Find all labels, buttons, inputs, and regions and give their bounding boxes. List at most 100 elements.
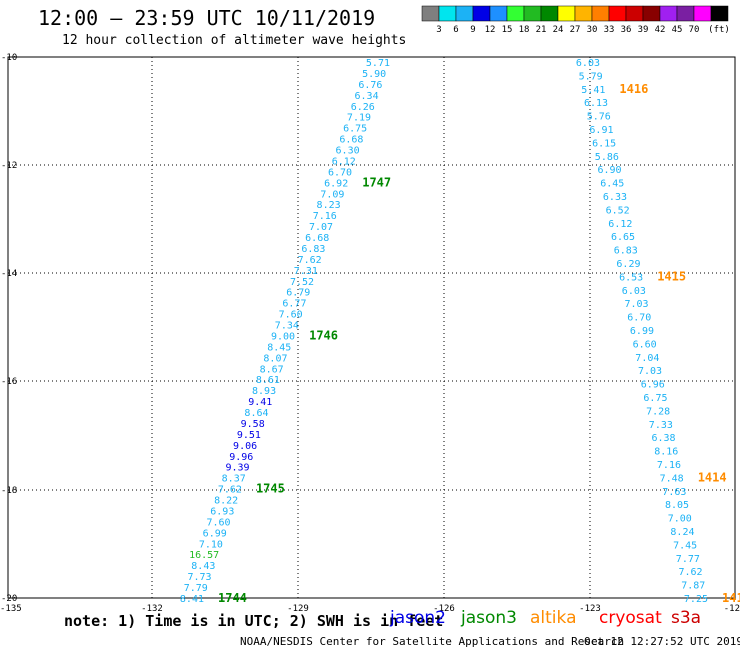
colorbar-label: (ft) bbox=[708, 25, 730, 35]
swh-value-label: 8.37 bbox=[222, 474, 246, 485]
swh-value-label: 8.43 bbox=[191, 561, 215, 572]
swh-value-label: 6.38 bbox=[652, 433, 676, 444]
colorbar-swatch bbox=[693, 5, 712, 22]
map-subtitle: 12 hour collection of altimeter wave hei… bbox=[62, 33, 407, 48]
colorbar-label: 30 bbox=[587, 25, 598, 35]
lat-tick-label: -10 bbox=[1, 53, 17, 63]
swh-value-label: 7.62 bbox=[679, 567, 703, 578]
swh-value-label: 8.67 bbox=[260, 364, 284, 375]
swh-value-label: 6.93 bbox=[210, 506, 234, 517]
swh-value-label: 6.83 bbox=[614, 246, 638, 257]
swh-value-label: 7.09 bbox=[320, 189, 344, 200]
swh-value-label: 6.12 bbox=[332, 156, 356, 167]
swh-value-label: 7.31 bbox=[294, 266, 318, 277]
swh-value-label: 7.34 bbox=[275, 321, 299, 332]
swh-value-label: 7.16 bbox=[657, 460, 681, 471]
swh-value-label: 6.77 bbox=[282, 299, 306, 310]
swh-value-label: 6.45 bbox=[600, 179, 624, 190]
colorbar-label: 70 bbox=[689, 25, 700, 35]
colorbar-swatch bbox=[642, 5, 661, 22]
colorbar-label: 9 bbox=[470, 25, 475, 35]
swh-value-label: 6.75 bbox=[643, 393, 667, 404]
legend-jason3: jason3 bbox=[461, 608, 517, 628]
colorbar-swatch bbox=[472, 5, 491, 22]
colorbar-label: 27 bbox=[570, 25, 581, 35]
colorbar-label: 3 bbox=[436, 25, 441, 35]
swh-value-label: 6.68 bbox=[305, 233, 329, 244]
swh-value-label: 6.79 bbox=[286, 288, 310, 299]
colorbar-swatch bbox=[421, 5, 440, 22]
swh-value-label: 6.92 bbox=[324, 178, 348, 189]
swh-value-label: 5.41 bbox=[581, 85, 605, 96]
swh-value-label: 16.57 bbox=[189, 550, 219, 561]
swh-value-label: 5.90 bbox=[362, 69, 386, 80]
swh-value-label: 7.77 bbox=[676, 554, 700, 565]
pass-time-label: 1746 bbox=[309, 328, 338, 342]
colorbar-swatch bbox=[455, 5, 474, 22]
lat-tick-label: -16 bbox=[1, 377, 17, 387]
swh-value-label: 8.05 bbox=[665, 500, 689, 511]
swh-value-label: 7.03 bbox=[638, 366, 662, 377]
colorbar-swatch bbox=[523, 5, 542, 22]
colorbar-label: 12 bbox=[485, 25, 496, 35]
credit-line: NOAA/NESDIS Center for Satellite Applica… bbox=[240, 635, 625, 648]
generated-timestamp: Oct 12 12:27:52 UTC 2019 bbox=[584, 635, 740, 648]
swh-value-label: 6.99 bbox=[203, 528, 227, 539]
colorbar-label: 39 bbox=[638, 25, 649, 35]
colorbar-swatch bbox=[608, 5, 627, 22]
swh-value-label: 9.00 bbox=[271, 331, 295, 342]
swh-value-label: 6.15 bbox=[592, 138, 616, 149]
colorbar-swatch bbox=[676, 5, 695, 22]
swh-value-label: 9.51 bbox=[237, 430, 261, 441]
swh-value-label: 8.16 bbox=[654, 447, 678, 458]
footer-note: note: 1) Time is in UTC; 2) SWH is in fe… bbox=[64, 612, 444, 630]
swh-value-label: 9.58 bbox=[241, 419, 265, 430]
swh-value-label: 7.73 bbox=[187, 572, 211, 583]
swh-value-label: 6.76 bbox=[358, 80, 382, 91]
colorbar-swatch bbox=[438, 5, 457, 22]
pass-time-label: 1744 bbox=[218, 591, 247, 605]
lat-tick-label: -14 bbox=[1, 269, 17, 279]
swh-value-label: 6.29 bbox=[616, 259, 640, 270]
lon-tick-label: -126 bbox=[433, 604, 455, 614]
swh-value-label: 6.96 bbox=[641, 380, 665, 391]
pass-time-label: 1747 bbox=[362, 175, 391, 189]
swh-value-label: 6.03 bbox=[576, 58, 600, 69]
pass-time-label: 141 bbox=[722, 591, 740, 605]
colorbar-swatch bbox=[710, 5, 729, 22]
legend-altika: altika bbox=[530, 608, 577, 628]
swh-value-label: 8.64 bbox=[244, 408, 268, 419]
swh-value-label: 8.61 bbox=[256, 375, 280, 386]
swh-value-label: 6.91 bbox=[589, 125, 613, 136]
colorbar-swatch bbox=[489, 5, 508, 22]
lon-tick-label: -123 bbox=[579, 604, 601, 614]
swh-value-label: 7.62 bbox=[218, 485, 242, 496]
colorbar-label: 33 bbox=[604, 25, 615, 35]
swh-value-label: 6.60 bbox=[633, 339, 657, 350]
swh-value-label: 8.41 bbox=[180, 594, 204, 605]
pass-time-label: 1745 bbox=[256, 482, 285, 496]
colorbar-swatch bbox=[540, 5, 559, 22]
colorbar-label: 45 bbox=[672, 25, 683, 35]
colorbar-label: 36 bbox=[621, 25, 632, 35]
swh-value-label: 8.45 bbox=[267, 342, 291, 353]
swh-value-label: 8.24 bbox=[670, 527, 694, 538]
swh-value-label: 8.07 bbox=[263, 353, 287, 364]
colorbar-label: 21 bbox=[536, 25, 547, 35]
swh-value-label: 8.93 bbox=[252, 386, 276, 397]
colorbar-label: 15 bbox=[502, 25, 513, 35]
swh-value-label: 6.70 bbox=[627, 313, 651, 324]
swh-value-label: 7.87 bbox=[681, 581, 705, 592]
swh-value-label: 6.12 bbox=[608, 219, 632, 230]
colorbar-swatch bbox=[574, 5, 593, 22]
swh-value-label: 7.03 bbox=[625, 299, 649, 310]
swh-value-label: 6.34 bbox=[355, 91, 379, 102]
colorbar-swatch bbox=[659, 5, 678, 22]
swh-value-label: 6.03 bbox=[622, 286, 646, 297]
swh-value-label: 7.63 bbox=[662, 487, 686, 498]
colorbar-swatch bbox=[591, 5, 610, 22]
swh-value-label: 6.13 bbox=[584, 98, 608, 109]
swh-value-label: 6.65 bbox=[611, 232, 635, 243]
swh-value-label: 7.07 bbox=[309, 222, 333, 233]
swh-value-label: 9.06 bbox=[233, 441, 257, 452]
